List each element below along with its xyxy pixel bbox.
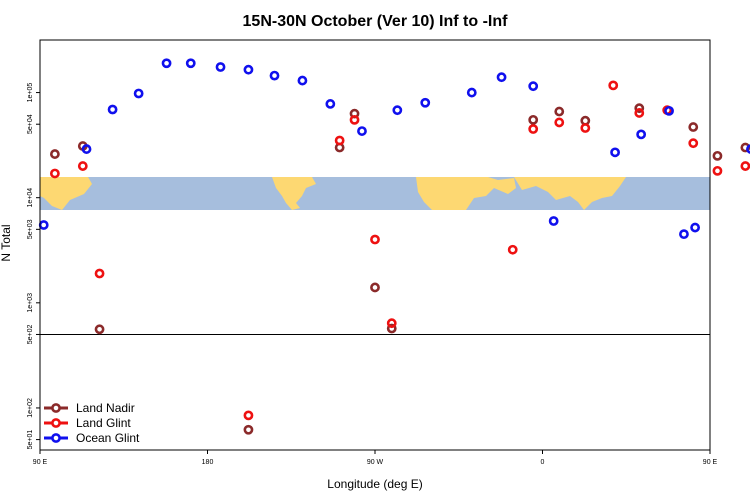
- x-tick-label-4: 90 E: [703, 459, 718, 466]
- land-glint-point-16: [712, 165, 723, 176]
- ocean-glint-point-13: [420, 97, 431, 108]
- land-nadir-point-12: [688, 122, 699, 132]
- map-land-1: [272, 177, 316, 210]
- land-nadir-point-8: [528, 114, 539, 125]
- legend-label-ocean-glint: Ocean Glint: [76, 431, 140, 445]
- x-tick-label-2: 90 W: [367, 459, 384, 466]
- land-glint-point-11: [580, 123, 591, 133]
- land-glint-point-8: [507, 244, 518, 255]
- ocean-glint-point-6: [215, 62, 226, 72]
- ocean-glint-point-5: [185, 58, 196, 69]
- x-tick-label-3: 0: [541, 459, 545, 466]
- x-tick-label-1: 180: [202, 459, 214, 466]
- ocean-glint-point-11: [357, 126, 367, 136]
- chart-title: 15N-30N October (Ver 10) Inf to -Inf: [243, 13, 509, 30]
- ocean-glint-point-20: [664, 105, 674, 116]
- legend-marker-land-glint: [51, 418, 61, 428]
- land-glint-point-3: [243, 410, 254, 421]
- land-glint-point-17: [740, 161, 750, 171]
- ocean-glint-point-7: [243, 64, 254, 75]
- y-tick-label-0: 5e+01: [27, 430, 34, 450]
- land-nadir-point-3: [243, 424, 254, 435]
- land-glint-point-5: [349, 114, 360, 125]
- legend-marker-land-nadir: [51, 403, 61, 413]
- plot-frame: [39, 39, 711, 451]
- y-axis-label: N Total: [0, 224, 13, 261]
- x-tick-label-0: 90 E: [33, 459, 48, 466]
- ocean-glint-point-16: [528, 81, 539, 92]
- land-glint-point-9: [528, 124, 539, 134]
- land-nadir-point-0: [49, 149, 60, 159]
- land-glint-point-7: [386, 318, 397, 329]
- map-land-3: [514, 177, 626, 210]
- ocean-glint-point-9: [297, 75, 308, 86]
- land-glint-point-6: [370, 234, 380, 245]
- y-tick-label-5: 1e+04: [27, 188, 34, 208]
- legend-label-land-glint: Land Glint: [76, 416, 131, 430]
- land-glint-point-13: [634, 108, 645, 118]
- ocean-glint-point-2: [107, 104, 118, 115]
- ocean-glint-point-10: [325, 99, 336, 109]
- y-tick-label-1: 1e+02: [27, 398, 34, 418]
- ocean-glint-point-14: [466, 87, 477, 98]
- map-land-2: [416, 177, 516, 210]
- x-axis-label: Longitude (deg E): [327, 477, 422, 491]
- y-tick-label-2: 5e+02: [27, 325, 34, 345]
- legend-item-ocean-glint: Ocean Glint: [44, 431, 140, 445]
- y-tick-label-6: 5e+04: [27, 114, 34, 134]
- legend-item-land-glint: Land Glint: [44, 416, 131, 430]
- land-glint-point-15: [688, 138, 699, 149]
- ocean-glint-point-15: [496, 72, 507, 83]
- ocean-glint-point-0: [38, 220, 49, 230]
- land-nadir-point-7: [386, 323, 397, 334]
- y-tick-label-7: 1e+05: [27, 83, 34, 103]
- land-nadir-point-13: [712, 150, 723, 161]
- y-tick-label-4: 5e+03: [27, 219, 34, 239]
- land-glint-point-4: [334, 135, 345, 146]
- y-axis: 5e+01 1e+02 5e+02 1e+03 5e+03 1e+04 5e+04 1e+05: [27, 83, 40, 450]
- world-map-band: [40, 177, 710, 210]
- land-glint-point-12: [608, 80, 619, 91]
- legend-marker-ocean-glint: [51, 433, 61, 443]
- ocean-glint-point-18: [610, 147, 620, 158]
- land-nadir-point-9: [554, 106, 565, 117]
- ocean-glint-point-19: [636, 129, 647, 140]
- land-glint-point-1: [77, 161, 88, 171]
- ocean-glint-point-22: [690, 222, 701, 233]
- land-glint-point-2: [94, 268, 105, 279]
- ocean-glint-point-21: [679, 229, 689, 240]
- land-glint-point-10: [554, 117, 565, 128]
- data-points: [38, 58, 750, 435]
- ocean-glint-point-17: [548, 216, 559, 226]
- land-glint-point-0: [49, 168, 60, 179]
- ocean-glint-point-1: [81, 144, 92, 154]
- ocean-glint-point-23: [746, 144, 750, 154]
- ocean-glint-point-4: [161, 58, 172, 69]
- ocean-glint-point-12: [392, 105, 403, 116]
- ocean-glint-point-3: [133, 88, 144, 99]
- land-nadir-point-2: [94, 324, 105, 335]
- legend-label-land-nadir: Land Nadir: [76, 401, 135, 415]
- legend-item-land-nadir: Land Nadir: [44, 401, 135, 415]
- map-land-0: [40, 177, 92, 210]
- y-tick-label-3: 1e+03: [27, 293, 34, 313]
- land-nadir-point-11: [634, 103, 645, 114]
- land-nadir-point-6: [370, 282, 380, 293]
- ocean-glint-point-8: [269, 70, 280, 81]
